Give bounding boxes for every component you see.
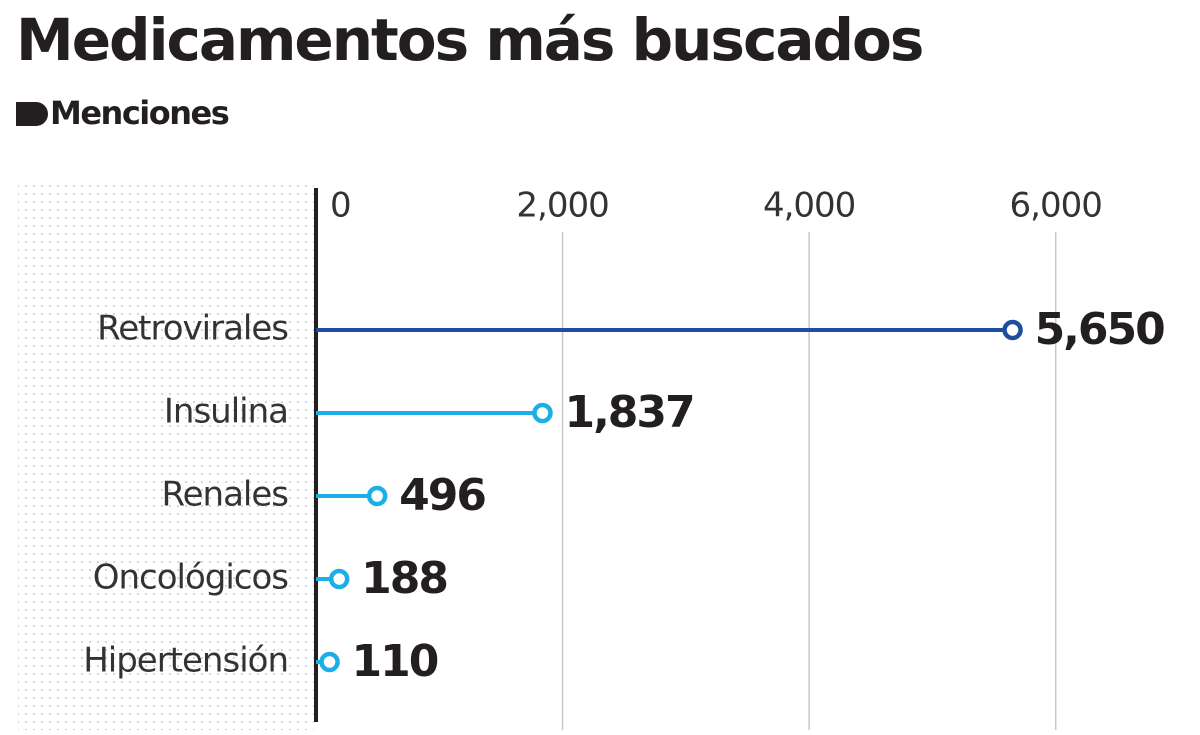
lollipop-head (328, 568, 350, 590)
category-label: Renales (162, 475, 289, 515)
x-tick-label: 2,000 (516, 186, 608, 226)
grid: 0 2,000 4,000 6,000 (330, 186, 1103, 730)
category-label: Hipertensión (83, 641, 288, 681)
lollipop-head (532, 402, 553, 424)
chart-title: Medicamentos más buscados (16, 6, 922, 74)
subtitle-marker (16, 102, 48, 126)
value-label: 1,837 (564, 387, 693, 438)
x-tick-label: 4,000 (763, 186, 855, 226)
category-label: Retrovirales (97, 309, 288, 349)
chart-subtitle: Menciones (50, 94, 229, 132)
x-tick-label: 0 (330, 186, 351, 226)
dotted-background (18, 185, 314, 730)
value-label: 188 (361, 553, 447, 604)
category-label: Oncológicos (93, 558, 289, 598)
value-label: 5,650 (1035, 304, 1165, 355)
lollipop-head (319, 651, 340, 673)
category-label: Insulina (164, 392, 288, 432)
x-tick-label: 6,000 (1010, 186, 1102, 226)
lollipop-head (1002, 319, 1023, 341)
marks: Retrovirales 5,650 Insulina 1,837 Renales 496… (83, 304, 1166, 687)
value-label: 110 (352, 636, 438, 687)
lollipop-head (366, 485, 388, 507)
value-label: 496 (399, 470, 485, 521)
